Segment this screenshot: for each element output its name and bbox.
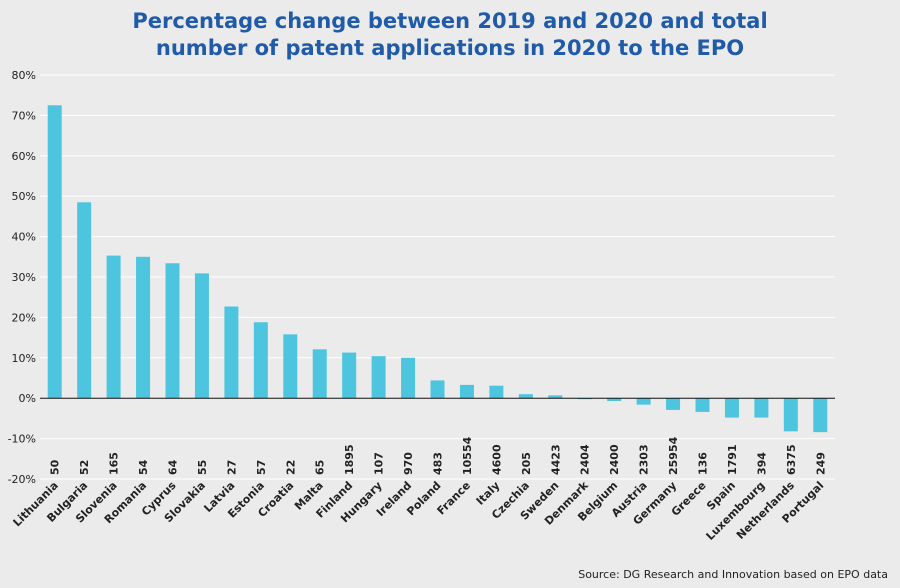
- count-label: 54: [137, 459, 150, 475]
- count-label: 2400: [608, 444, 621, 475]
- y-tick-label: -20%: [8, 473, 36, 486]
- count-label: 165: [108, 452, 121, 475]
- bar-poland: [430, 380, 445, 399]
- bar-luxembourg: [754, 398, 769, 418]
- bar-slovakia: [194, 273, 209, 399]
- y-tick-label: 70%: [12, 109, 36, 122]
- count-label: 4423: [549, 444, 562, 475]
- count-label: 64: [167, 459, 180, 475]
- count-label: 27: [225, 460, 238, 475]
- chart-title-line-2: number of patent applications in 2020 to…: [155, 36, 745, 60]
- count-label: 136: [697, 452, 710, 475]
- count-label: 205: [520, 452, 533, 475]
- y-tick-label: 40%: [12, 231, 36, 244]
- bar-czechia: [518, 394, 533, 399]
- bar-latvia: [224, 306, 239, 399]
- bar-slovenia: [106, 255, 121, 399]
- y-tick-label: 20%: [12, 311, 36, 324]
- count-label: 1791: [726, 444, 739, 475]
- count-label: 65: [314, 460, 327, 475]
- y-tick-label: 80%: [12, 69, 36, 82]
- bar-lithuania: [47, 105, 62, 399]
- bar-sweden: [548, 395, 563, 399]
- y-tick-label: 50%: [12, 190, 36, 203]
- count-label: 6375: [785, 444, 798, 475]
- y-tick-label: 60%: [12, 150, 36, 163]
- count-label: 52: [78, 460, 91, 475]
- bar-hungary: [371, 356, 386, 399]
- count-label: 55: [196, 460, 209, 475]
- category-label: France: [435, 479, 474, 518]
- source-note: Source: DG Research and Innovation based…: [578, 568, 888, 581]
- y-tick-label: 0%: [19, 392, 36, 405]
- bar-germany: [666, 398, 681, 410]
- count-label: 249: [814, 452, 827, 475]
- y-tick-label: 30%: [12, 271, 36, 284]
- count-label: 1895: [343, 444, 356, 475]
- count-label: 22: [284, 460, 297, 475]
- bar-greece: [695, 398, 710, 412]
- count-label: 483: [432, 452, 445, 475]
- bar-spain: [724, 398, 739, 418]
- bar-cyprus: [165, 263, 180, 399]
- bar-estonia: [253, 322, 268, 399]
- bar-netherlands: [783, 398, 798, 432]
- bar-bulgaria: [77, 202, 92, 399]
- bar-belgium: [607, 398, 622, 402]
- bar-ireland: [401, 357, 416, 399]
- count-label: 107: [373, 452, 386, 475]
- count-label: 25954: [667, 436, 680, 475]
- count-label: 10554: [461, 436, 474, 475]
- chart-title-line-1: Percentage change between 2019 and 2020 …: [132, 9, 768, 33]
- count-label: 4600: [490, 444, 503, 475]
- count-label: 970: [402, 452, 415, 475]
- bar-romania: [136, 256, 151, 399]
- bar-malta: [312, 349, 327, 399]
- chart-title: Percentage change between 2019 and 2020 …: [0, 8, 900, 62]
- bar-austria: [636, 398, 651, 405]
- y-tick-label: 10%: [12, 352, 36, 365]
- count-label: 2303: [638, 444, 651, 475]
- bar-portugal: [813, 398, 828, 433]
- bar-croatia: [283, 334, 298, 399]
- bar-italy: [489, 385, 504, 399]
- count-label: 394: [755, 452, 768, 475]
- bar-france: [459, 384, 474, 399]
- bar-finland: [342, 352, 357, 399]
- count-label: 57: [255, 460, 268, 475]
- y-tick-label: -10%: [8, 433, 36, 446]
- count-label: 50: [49, 459, 62, 475]
- count-label: 2404: [579, 444, 592, 475]
